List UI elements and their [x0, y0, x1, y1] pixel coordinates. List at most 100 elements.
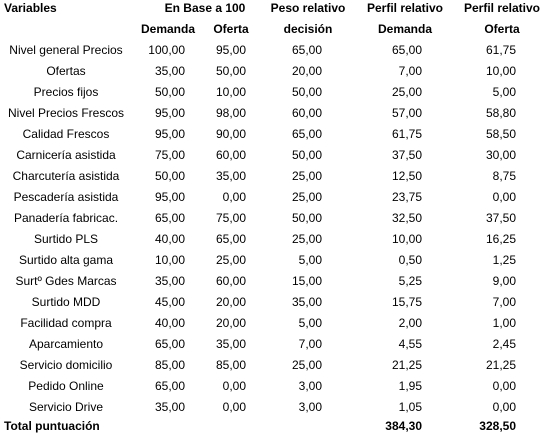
header-cell: Perfil relativo	[367, 1, 443, 15]
cell: 10,00	[486, 64, 516, 78]
cell: 25,00	[292, 190, 322, 204]
cell: 7,00	[399, 64, 423, 78]
cell: 61,75	[392, 127, 422, 141]
cell: 10,00	[392, 232, 422, 246]
cell: 4,55	[399, 337, 423, 351]
cell: 35,00	[216, 337, 246, 351]
cell: 32,50	[392, 211, 422, 225]
cell: 9,00	[493, 274, 517, 288]
cell: 0,00	[223, 379, 247, 393]
header-cell: decisión	[284, 22, 333, 36]
cell: 60,00	[216, 148, 246, 162]
cell: 10,00	[216, 85, 246, 99]
cell: 25,00	[292, 358, 322, 372]
row-label: Surtido MDD	[32, 295, 101, 309]
cell: 21,25	[486, 358, 516, 372]
cell: 85,00	[155, 358, 185, 372]
cell: 5,25	[399, 274, 423, 288]
cell: 5,00	[299, 316, 323, 330]
row-label: Panadería fabricac.	[14, 211, 118, 225]
cell: 60,00	[292, 106, 322, 120]
cell: 95,00	[216, 43, 246, 57]
cell: 10,00	[155, 253, 185, 267]
cell: 30,00	[486, 148, 516, 162]
cell: 25,00	[292, 232, 322, 246]
cell: 1,95	[399, 379, 423, 393]
cell: 25,00	[292, 169, 322, 183]
cell: 95,00	[155, 127, 185, 141]
row-label: Nivel Precios Frescos	[8, 106, 124, 120]
row-label: Ofertas	[46, 64, 85, 78]
row-label: Surtido alta gama	[19, 253, 113, 267]
cell: 21,25	[392, 358, 422, 372]
header-cell: Demanda	[378, 22, 432, 36]
cell: 15,00	[292, 274, 322, 288]
cell: 35,00	[155, 64, 185, 78]
header-cell: Peso relativo	[271, 1, 346, 15]
total-label: Total puntuación	[4, 419, 100, 433]
header-cell: Perfil relativo	[464, 1, 540, 15]
cell: 37,50	[486, 211, 516, 225]
header-cell: Oferta	[213, 22, 249, 36]
header-cell: Demanda	[141, 22, 195, 36]
row-label: Surtido PLS	[34, 232, 98, 246]
cell: 15,75	[392, 295, 422, 309]
row-label: Pescadería asistida	[14, 190, 119, 204]
cell: 20,00	[216, 295, 246, 309]
cell: 95,00	[155, 106, 185, 120]
row-label: Precios fijos	[34, 85, 99, 99]
cell: 50,00	[155, 169, 185, 183]
cell: 0,00	[493, 190, 517, 204]
row-label: Charcutería asistida	[13, 169, 120, 183]
row-label: Nivel general Precios	[9, 43, 122, 57]
cell: 25,00	[392, 85, 422, 99]
cell: 35,00	[155, 274, 185, 288]
cell: 50,00	[216, 64, 246, 78]
cell: 65,00	[155, 337, 185, 351]
cell: 8,75	[493, 169, 517, 183]
cell: 16,25	[486, 232, 516, 246]
cell: 60,00	[216, 274, 246, 288]
cell: 40,00	[155, 232, 185, 246]
cell: 2,45	[493, 337, 517, 351]
cell: 25,00	[216, 253, 246, 267]
cell: 50,00	[155, 85, 185, 99]
cell: 7,00	[299, 337, 323, 351]
total-value: 328,50	[479, 419, 516, 433]
cell: 0,50	[399, 253, 423, 267]
cell: 90,00	[216, 127, 246, 141]
cell: 0,00	[493, 400, 517, 414]
cell: 65,00	[155, 379, 185, 393]
cell: 50,00	[292, 85, 322, 99]
row-label: Carnicería asistida	[16, 148, 116, 162]
cell: 100,00	[148, 43, 185, 57]
cell: 1,05	[399, 400, 423, 414]
row-label: Servicio Drive	[29, 400, 103, 414]
cell: 65,00	[292, 43, 322, 57]
cell: 95,00	[155, 190, 185, 204]
row-label: Servicio domicilio	[20, 358, 113, 372]
row-label: Aparcamiento	[29, 337, 103, 351]
cell: 0,00	[223, 400, 247, 414]
cell: 40,00	[155, 316, 185, 330]
row-label: Calidad Frescos	[23, 127, 110, 141]
cell: 0,00	[223, 190, 247, 204]
cell: 35,00	[292, 295, 322, 309]
cell: 35,00	[216, 169, 246, 183]
header-cell: Oferta	[484, 22, 520, 36]
cell: 65,00	[155, 211, 185, 225]
cell: 65,00	[392, 43, 422, 57]
header-cell: Variables	[4, 1, 57, 15]
header-cell: En Base a 100	[165, 1, 246, 15]
cell: 75,00	[155, 148, 185, 162]
cell: 3,00	[299, 400, 323, 414]
cell: 2,00	[399, 316, 423, 330]
cell: 85,00	[216, 358, 246, 372]
cell: 58,50	[486, 127, 516, 141]
cell: 45,00	[155, 295, 185, 309]
cell: 5,00	[299, 253, 323, 267]
cell: 35,00	[155, 400, 185, 414]
cell: 1,25	[493, 253, 517, 267]
